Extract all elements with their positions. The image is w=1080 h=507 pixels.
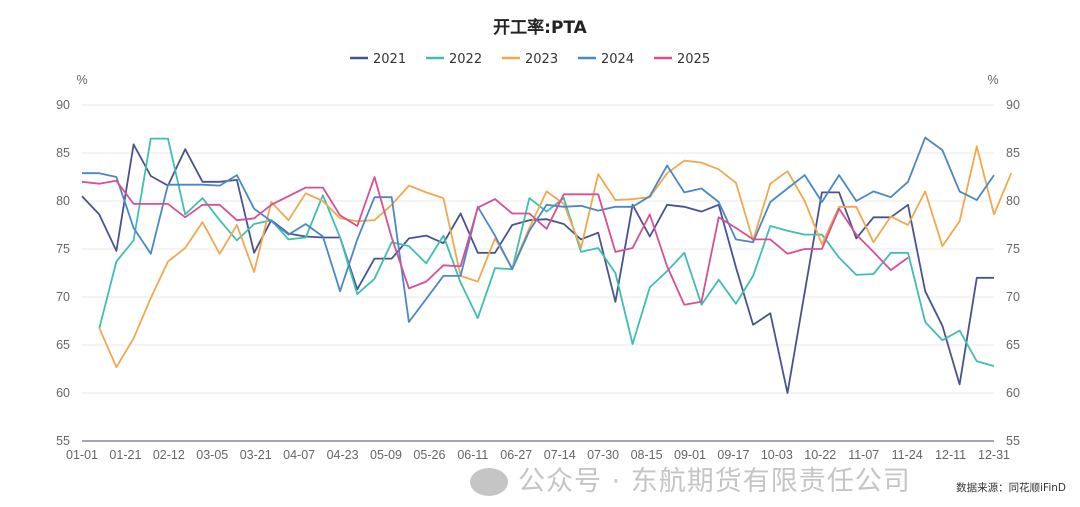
x-tick-label: 09-17 [717, 448, 749, 462]
y-tick-label-left: 60 [56, 386, 70, 400]
y-unit-right: % [987, 73, 998, 87]
x-tick-label: 04-07 [283, 448, 315, 462]
series-line-2024 [82, 136, 995, 323]
x-tick-label: 12-11 [935, 448, 966, 462]
x-tick-label: 07-14 [544, 448, 576, 462]
series-line-2022 [98, 137, 995, 367]
y-tick-label-right: 70 [1006, 290, 1020, 304]
x-tick-label: 11-07 [848, 448, 879, 462]
x-tick-label: 03-21 [240, 448, 272, 462]
grid [82, 104, 994, 394]
legend-label-2024: 2024 [601, 52, 634, 67]
x-tick-label: 06-27 [500, 448, 532, 462]
x-tick-label: 01-21 [109, 448, 141, 462]
y-tick-label-right: 80 [1006, 194, 1020, 208]
x-tick-label: 05-09 [370, 448, 402, 462]
series-line-2021 [81, 143, 994, 394]
series-lines [81, 136, 1013, 394]
y-tick-label-right: 85 [1006, 146, 1020, 160]
y-tick-label-left: 55 [56, 434, 70, 448]
y-tick-label-left: 65 [56, 338, 70, 352]
x-tick-label: 07-30 [587, 448, 619, 462]
y-tick-label-right: 55 [1006, 434, 1020, 448]
y-tick-label-right: 90 [1006, 98, 1020, 112]
x-tick-label: 10-03 [761, 448, 793, 462]
x-tick-label: 11-24 [892, 448, 923, 462]
x-tick-label: 08-15 [631, 448, 663, 462]
x-tick-label: 09-01 [674, 448, 706, 462]
y-axis: 55 55 60 60 65 65 70 70 75 75 80 80 85 85 90 90 [56, 98, 1020, 448]
y-tick-label-right: 65 [1006, 338, 1020, 352]
y-tick-label-left: 90 [56, 98, 70, 112]
x-tick-label: 03-05 [196, 448, 228, 462]
y-unit-left: % [76, 73, 87, 87]
series-line-2025 [81, 176, 909, 306]
x-tick-label: 06-11 [457, 448, 488, 462]
x-tick-label: 02-12 [153, 448, 185, 462]
x-tick-label: 10-22 [804, 448, 836, 462]
y-tick-label-right: 60 [1006, 386, 1020, 400]
legend-label-2021: 2021 [373, 52, 406, 67]
watermark-text: 公众号 · 东航期货有限责任公司 [518, 466, 911, 497]
data-source: 数据来源：同花顺iFinD [956, 482, 1066, 494]
y-tick-label-left: 75 [56, 242, 70, 256]
x-axis: 01-01 01-21 02-12 03-05 03-21 04-07 04-23 05-09… [66, 440, 1010, 462]
y-tick-label-left: 85 [56, 146, 70, 160]
x-tick-label: 04-23 [327, 448, 359, 462]
legend: 2021 2022 2023 2024 2025 [350, 52, 710, 67]
x-tick-label: 01-01 [66, 448, 98, 462]
legend-label-2023: 2023 [525, 52, 558, 67]
legend-label-2022: 2022 [449, 52, 482, 67]
x-tick-label: 12-31 [978, 448, 1010, 462]
x-tick-label: 05-26 [413, 448, 445, 462]
chart-title: 开工率:PTA [493, 17, 588, 38]
watermark: 公众号 · 东航期货有限责任公司 [470, 466, 911, 498]
y-tick-label-left: 70 [56, 290, 70, 304]
series-line-2023 [98, 145, 1013, 368]
y-tick-label-left: 80 [56, 194, 70, 208]
y-tick-label-right: 75 [1006, 242, 1020, 256]
legend-label-2025: 2025 [677, 52, 710, 67]
wechat-icon [470, 468, 508, 496]
